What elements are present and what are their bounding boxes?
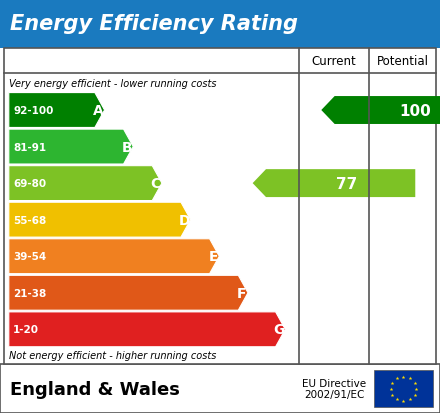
Text: D: D [179, 213, 190, 227]
Text: Potential: Potential [377, 55, 429, 68]
Text: 21-38: 21-38 [13, 288, 47, 298]
Text: C: C [150, 177, 161, 191]
Text: G: G [273, 323, 285, 337]
Text: F: F [237, 286, 246, 300]
Polygon shape [9, 93, 105, 128]
Text: EU Directive
2002/91/EC: EU Directive 2002/91/EC [302, 378, 366, 399]
Text: 81-91: 81-91 [13, 142, 46, 152]
FancyBboxPatch shape [0, 364, 440, 413]
Polygon shape [321, 97, 440, 125]
FancyBboxPatch shape [374, 370, 433, 407]
Text: Very energy efficient - lower running costs: Very energy efficient - lower running co… [9, 78, 216, 88]
Text: 100: 100 [400, 103, 432, 118]
Text: E: E [208, 249, 218, 263]
Polygon shape [9, 312, 285, 347]
Text: B: B [121, 140, 132, 154]
Text: Current: Current [312, 55, 356, 68]
FancyBboxPatch shape [0, 0, 440, 49]
Text: 1-20: 1-20 [13, 325, 39, 335]
Text: 39-54: 39-54 [13, 252, 47, 261]
Polygon shape [9, 166, 162, 201]
Text: A: A [93, 104, 104, 118]
Text: Energy Efficiency Rating: Energy Efficiency Rating [10, 14, 298, 34]
Text: England & Wales: England & Wales [10, 380, 180, 398]
Text: 92-100: 92-100 [13, 106, 54, 116]
Text: 69-80: 69-80 [13, 179, 46, 189]
Polygon shape [253, 170, 415, 197]
Text: Not energy efficient - higher running costs: Not energy efficient - higher running co… [9, 351, 216, 361]
Polygon shape [9, 130, 133, 165]
Text: 77: 77 [336, 176, 358, 191]
Polygon shape [9, 239, 219, 274]
Polygon shape [9, 203, 191, 237]
FancyBboxPatch shape [4, 49, 436, 364]
Polygon shape [9, 275, 248, 311]
Text: 55-68: 55-68 [13, 215, 47, 225]
